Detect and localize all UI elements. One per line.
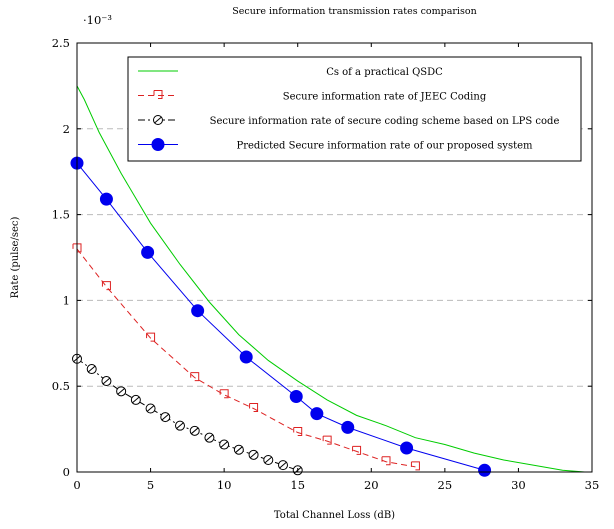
y-tick-label: 1.5: [52, 208, 70, 222]
series-4: [70, 156, 492, 477]
legend-label: Cs of a practical QSDC: [326, 67, 443, 78]
legend-label: Secure information rate of JEEC Coding: [283, 92, 487, 103]
data-point: [204, 432, 215, 443]
data-point: [249, 403, 259, 413]
data-point: [289, 389, 303, 403]
data-point: [146, 332, 156, 342]
data-point: [219, 439, 230, 450]
y-tick-label: 2.5: [52, 36, 70, 50]
data-point: [322, 435, 332, 445]
data-point: [160, 412, 171, 423]
data-point: [141, 245, 155, 259]
x-tick-label: 5: [147, 478, 154, 492]
grid-layer: [77, 128, 592, 387]
data-point: [101, 376, 112, 387]
data-point: [175, 420, 185, 431]
series-line: [76, 358, 298, 471]
data-point: [278, 460, 288, 471]
legend-label: Secure information rate of secure coding…: [210, 116, 560, 127]
legend-box: [127, 56, 582, 162]
y-tick-label: 0.5: [52, 379, 70, 393]
series-line: [76, 85, 585, 473]
data-point: [219, 389, 229, 399]
data-point: [86, 364, 97, 375]
x-tick-label: 15: [290, 478, 305, 492]
x-tick-label: 30: [511, 478, 526, 492]
x-axis-label: Total Channel Loss (dB): [274, 510, 395, 521]
y-multiplier-label: ·10⁻³: [83, 13, 112, 27]
chart-title: Secure information transmission rates co…: [232, 6, 476, 17]
data-point: [400, 441, 414, 455]
x-tick-label: 20: [364, 478, 379, 492]
data-point: [310, 407, 324, 421]
y-tick-label: 0: [63, 465, 70, 479]
series-layer: [70, 85, 585, 477]
y-tick-label: 1: [63, 293, 70, 307]
legend-marker: [151, 138, 165, 151]
legend-marker: [153, 90, 163, 99]
data-point: [101, 281, 111, 291]
legend-marker: [153, 115, 163, 125]
legend-entry: Cs of a practical QSDC: [138, 67, 443, 78]
data-point: [248, 449, 259, 460]
legend-entry: Predicted Secure information rate of our…: [138, 138, 533, 152]
series-2: [72, 243, 420, 471]
data-point: [191, 304, 205, 318]
series-line: [76, 248, 416, 468]
data-point: [190, 372, 200, 382]
legend-label: Predicted Secure information rate of our…: [236, 141, 533, 152]
tick-layer: 0 5 10 15 20 25 30 35 0 0.5 1 1.5 2 2.5: [52, 36, 600, 492]
data-point: [239, 350, 253, 364]
legend: Cs of a practical QSDC Secure information…: [127, 56, 582, 162]
x-tick-label: 10: [217, 478, 232, 492]
data-point: [263, 454, 274, 465]
y-axis-label: Rate (pulse/sec): [10, 217, 21, 299]
data-point: [233, 444, 244, 455]
data-point: [352, 445, 362, 455]
legend-entry: Secure information rate of JEEC Coding: [138, 90, 487, 103]
series-1: [76, 85, 585, 473]
data-point: [341, 420, 355, 434]
legend-entry: Secure information rate of secure coding…: [138, 115, 560, 127]
data-point: [99, 192, 113, 206]
data-point: [189, 425, 200, 436]
y-tick-label: 2: [63, 122, 70, 136]
plot-frame: [76, 42, 593, 473]
data-point: [145, 403, 156, 414]
data-point: [116, 386, 127, 397]
series-line: [76, 162, 485, 471]
x-tick-label: 0: [73, 478, 80, 492]
data-point: [130, 394, 141, 405]
x-tick-label: 25: [438, 478, 453, 492]
x-tick-label: 35: [585, 478, 600, 492]
data-point: [381, 456, 391, 466]
series-3: [72, 353, 303, 476]
data-point: [410, 461, 420, 471]
data-point: [478, 463, 492, 477]
data-point: [293, 427, 303, 437]
